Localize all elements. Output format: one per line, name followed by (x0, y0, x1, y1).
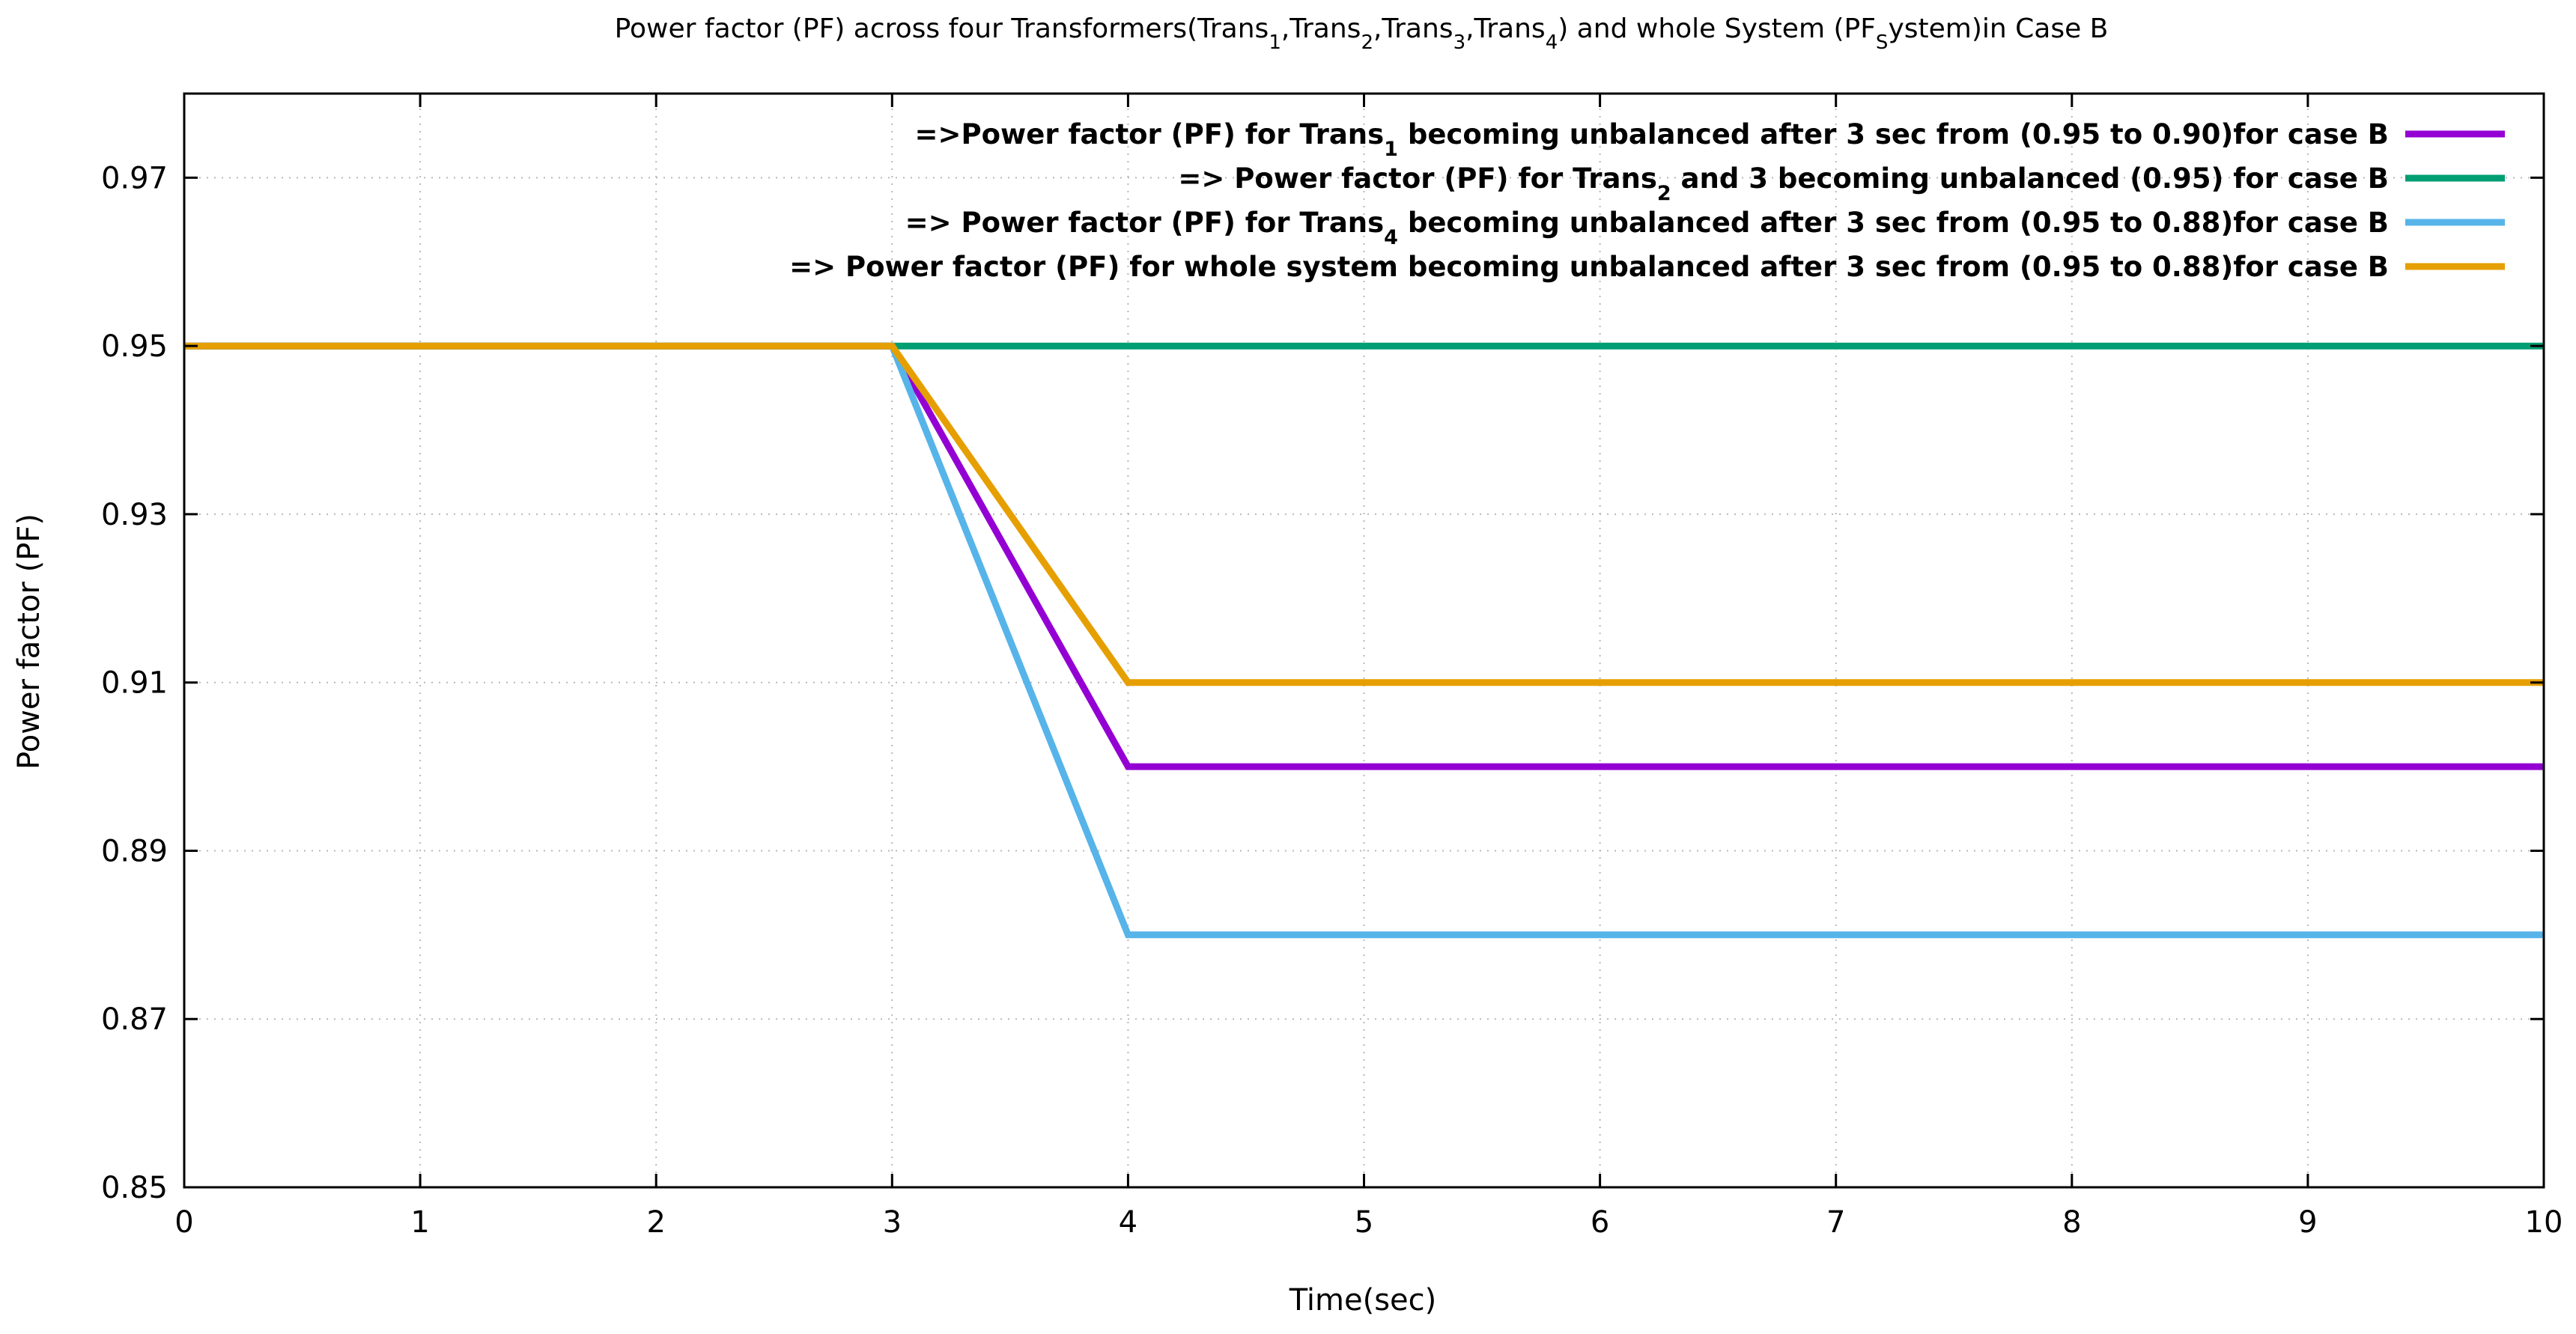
text-segment: => Power factor (PF) for Trans (1178, 162, 1657, 195)
subscript-text: 2 (1657, 182, 1671, 205)
x-tick-label: 7 (1826, 1205, 1845, 1240)
x-tick-label: 0 (174, 1205, 193, 1240)
text-segment: ,Trans (1281, 13, 1361, 44)
y-tick-label: 0.95 (101, 329, 168, 364)
text-segment: becoming unbalanced after 3 sec from (0.… (1398, 207, 2389, 239)
text-segment: ,Trans (1465, 13, 1546, 44)
legend-entry: => Power factor (PF) for Trans4 becoming… (905, 207, 2505, 249)
series-line-4 (184, 342, 2544, 686)
subscript-text: 3 (1453, 31, 1466, 54)
legend-entry: =>Power factor (PF) for Trans1 becoming … (915, 118, 2505, 161)
text-segment: => Power factor (PF) for Trans (905, 207, 1385, 239)
grid (184, 94, 2544, 1187)
y-tick-label: 0.85 (101, 1171, 168, 1205)
x-tick-label: 10 (2525, 1205, 2563, 1240)
text-segment: ystem)in Case B (1888, 13, 2108, 44)
y-tick-label: 0.93 (101, 498, 168, 532)
x-tick-label: 2 (646, 1205, 665, 1240)
y-tick-label: 0.89 (101, 834, 168, 868)
x-axis-label: Time(sec) (1289, 1283, 1437, 1318)
legend-label: => Power factor (PF) for Trans4 becoming… (905, 207, 2389, 249)
tick-labels: 0 1 2 3 4 5 6 7 8 9 10 0.85 0.87 0.89 0.91 0.93 0.95 0.97 (101, 161, 2563, 1240)
series-lines (184, 342, 2544, 939)
subscript-text: 4 (1384, 226, 1398, 249)
subscript-text: S (1876, 31, 1889, 54)
legend-entry: => Power factor (PF) for whole system be… (789, 251, 2505, 283)
x-tick-label: 4 (1119, 1205, 1137, 1240)
y-tick-label: 0.91 (101, 666, 168, 701)
y-tick-label: 0.97 (101, 161, 168, 195)
legend: =>Power factor (PF) for Trans1 becoming … (789, 118, 2505, 283)
subscript-text: 2 (1361, 31, 1373, 54)
chart-title: Power factor (PF) across four Transforme… (615, 13, 2109, 54)
text-segment: => Power factor (PF) for whole system be… (789, 251, 2389, 283)
legend-label: => Power factor (PF) for Trans2 and 3 be… (1178, 162, 2389, 205)
text-segment: Power factor (PF) across four Transforme… (615, 13, 1269, 44)
axis-ticks (183, 94, 2545, 1189)
y-axis-label: Power factor (PF) (12, 514, 46, 770)
text-segment: and 3 becoming unbalanced (0.95) for cas… (1671, 162, 2389, 195)
x-tick-label: 1 (410, 1205, 429, 1240)
legend-entry: => Power factor (PF) for Trans2 and 3 be… (1178, 162, 2505, 205)
subscript-text: 1 (1269, 31, 1281, 54)
text-segment: becoming unbalanced after 3 sec from (0.… (1398, 118, 2389, 150)
x-tick-label: 6 (1591, 1205, 1609, 1240)
text-segment: ) and whole System (PF (1558, 13, 1876, 44)
legend-label: =>Power factor (PF) for Trans1 becoming … (915, 118, 2390, 161)
y-tick-label: 0.87 (101, 1002, 168, 1037)
x-tick-label: 5 (1355, 1205, 1373, 1240)
legend-label: => Power factor (PF) for whole system be… (789, 251, 2389, 283)
text-segment: ,Trans (1373, 13, 1453, 44)
x-tick-label: 8 (2062, 1205, 2081, 1240)
subscript-text: 1 (1384, 138, 1398, 161)
text-segment: =>Power factor (PF) for Trans (915, 118, 1385, 150)
subscript-text: 4 (1546, 31, 1558, 54)
x-tick-label: 3 (883, 1205, 902, 1240)
x-tick-label: 9 (2298, 1205, 2317, 1240)
